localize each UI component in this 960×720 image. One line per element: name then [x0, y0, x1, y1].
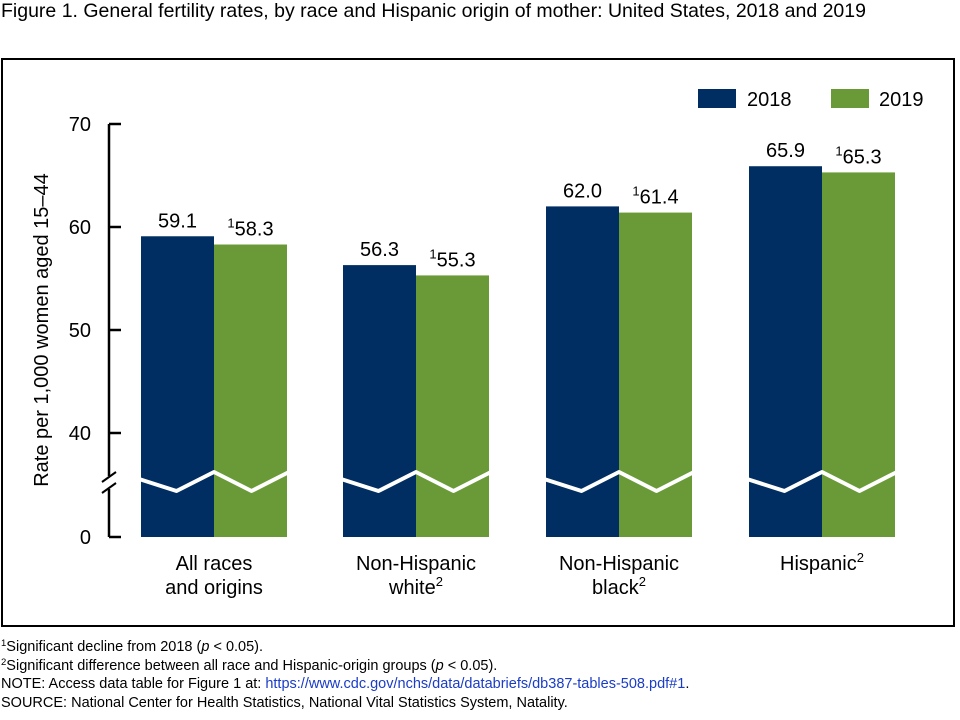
figure-title: Figure 1. General fertility rates, by ra… — [1, 0, 866, 22]
bar-chart: 70 60 50 40 0 Rate per 1,000 women aged 15–44… — [31, 89, 924, 599]
data-label-value: 61.4 — [640, 187, 679, 209]
category-label: All races — [176, 553, 253, 575]
category-label: Non-Hispanic — [356, 553, 476, 575]
axis-break-mark — [101, 482, 117, 494]
y-tick-label: 0 — [80, 527, 91, 549]
data-table-link[interactable]: https://www.cdc.gov/nchs/data/databriefs… — [265, 676, 686, 692]
legend-swatch-2019 — [831, 89, 869, 108]
data-label-footnote-marker: 1 — [227, 216, 234, 231]
bar-2018 — [546, 206, 619, 537]
axis-break-mark — [101, 471, 117, 483]
category-footnote-marker: 2 — [436, 574, 443, 589]
bar-break-wave — [543, 470, 696, 493]
data-label: 59.1 — [158, 210, 197, 232]
category-label: Hispanic2 — [780, 550, 864, 575]
data-label: 65.9 — [766, 140, 805, 162]
y-axis-title: Rate per 1,000 women aged 15–44 — [31, 173, 53, 487]
bar-2019 — [619, 212, 692, 537]
y-tick-label: 60 — [69, 217, 91, 239]
category-footnote-marker: 2 — [857, 550, 864, 565]
category-label: white2 — [388, 574, 443, 599]
bar-break-wave — [138, 470, 291, 493]
bar-2019 — [416, 275, 489, 537]
bar-break-wave — [746, 470, 899, 493]
category-footnote-marker: 2 — [639, 574, 646, 589]
y-tick-label: 40 — [69, 423, 91, 445]
data-label-footnote-marker: 1 — [835, 143, 842, 158]
footnote-2: 2Significant difference between all race… — [1, 656, 498, 674]
category-label-text: Hispanic — [780, 553, 857, 575]
category-label-text: black — [592, 577, 640, 599]
legend-swatch-2018 — [698, 89, 736, 108]
data-label: 158.3 — [227, 216, 273, 241]
data-label: 161.4 — [632, 184, 678, 209]
legend-label-2018: 2018 — [747, 89, 792, 111]
bar-break-wave — [340, 470, 493, 493]
source-line: SOURCE: National Center for Health Stati… — [1, 694, 568, 711]
data-label-value: 65.3 — [843, 146, 882, 168]
y-tick-label: 50 — [69, 320, 91, 342]
data-label-footnote-marker: 1 — [429, 246, 436, 261]
data-label: 165.3 — [835, 143, 881, 168]
data-label-value: 55.3 — [437, 249, 476, 271]
legend-label-2019: 2019 — [879, 89, 924, 111]
y-tick-label: 70 — [69, 114, 91, 136]
category-label: and origins — [165, 577, 263, 599]
bar-2018 — [141, 236, 214, 537]
data-label: 56.3 — [360, 239, 399, 261]
data-label: 62.0 — [563, 180, 602, 202]
bar-2019 — [214, 244, 287, 537]
data-label: 155.3 — [429, 246, 475, 271]
category-label: black2 — [592, 574, 646, 599]
footnote-1: 1Significant decline from 2018 (p < 0.05… — [1, 638, 264, 655]
bar-2018 — [343, 265, 416, 537]
data-label-footnote-marker: 1 — [632, 184, 639, 199]
data-label-value: 58.3 — [235, 219, 274, 241]
footnotes: 1Significant decline from 2018 (p < 0.05… — [1, 638, 959, 712]
chart-frame — [1, 58, 955, 627]
bar-2018 — [749, 166, 822, 538]
bar-2019 — [822, 172, 895, 537]
category-label-text: white — [388, 577, 436, 599]
category-label: Non-Hispanic — [559, 553, 679, 575]
note-line: NOTE: Access data table for Figure 1 at:… — [1, 676, 690, 692]
